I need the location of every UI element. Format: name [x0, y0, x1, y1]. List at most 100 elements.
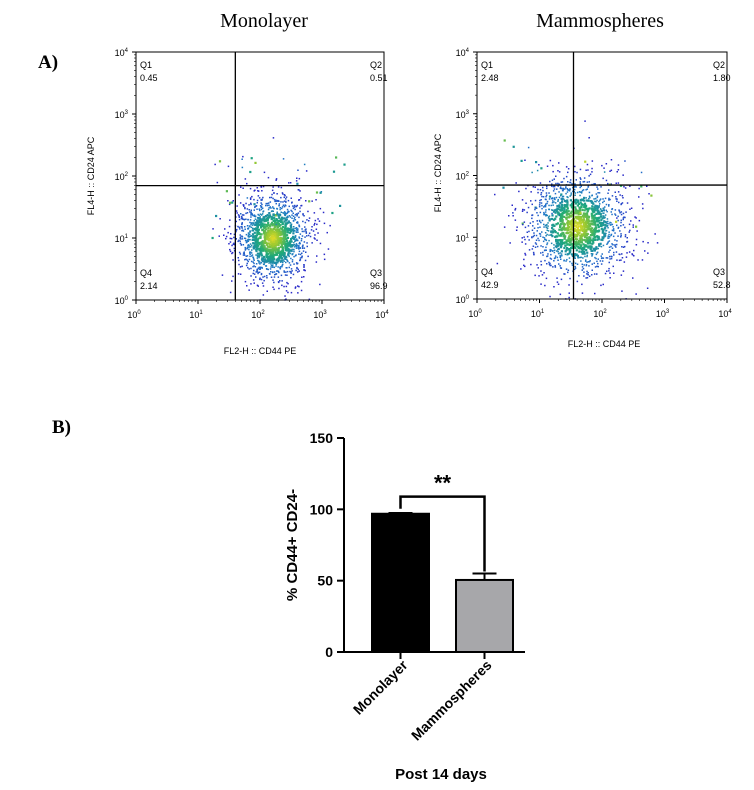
- flow-event-dot: [578, 207, 582, 211]
- flow-event-dot: [558, 191, 560, 193]
- flow-event-dot: [587, 199, 590, 202]
- flow-event-dot: [609, 170, 611, 172]
- flow-event-dot: [620, 259, 622, 261]
- flow-event-dot: [301, 235, 304, 237]
- flow-event-dot: [267, 256, 270, 259]
- flow-event-dot: [251, 249, 253, 251]
- flow-event-dot: [290, 268, 293, 270]
- flow-event-dot: [282, 236, 285, 239]
- flow-event-dot: [567, 220, 570, 223]
- flow-event-dot: [271, 235, 274, 238]
- flow-event-dot: [548, 215, 551, 217]
- flow-event-dot: [496, 262, 499, 265]
- flow-event-dot: [608, 251, 610, 253]
- flow-event-dot: [578, 250, 581, 253]
- flow-event-dot: [587, 245, 590, 248]
- flow-event-dot: [285, 267, 287, 269]
- flow-event-dot: [249, 187, 252, 190]
- flow-event-dot: [262, 211, 264, 213]
- flow-event-dot: [551, 202, 554, 204]
- flow-event-dot: [273, 253, 276, 257]
- flow-event-dot: [257, 285, 259, 287]
- flow-event-dot: [562, 225, 566, 228]
- flow-event-dot: [272, 252, 275, 256]
- flow-event-dot: [586, 232, 589, 236]
- flow-event-dot: [231, 244, 233, 247]
- flow-event-dot: [270, 264, 273, 267]
- flow-event-dot: [276, 261, 279, 264]
- flow-event-dot: [262, 285, 265, 287]
- flow-event-dot: [612, 235, 615, 238]
- flow-event-dot: [562, 210, 566, 213]
- flow-event-dot: [267, 226, 270, 230]
- flow-event-dot: [548, 208, 550, 211]
- flow-event-dot: [259, 247, 262, 250]
- y-tick-label: 102: [456, 172, 470, 182]
- flow-event-dot: [295, 180, 298, 182]
- flow-event-dot: [529, 222, 532, 224]
- flow-event-dot: [270, 231, 273, 234]
- flow-event-dot: [573, 188, 576, 191]
- flow-event-dot: [261, 249, 265, 252]
- flow-event-dot: [252, 256, 254, 258]
- flow-event-dot: [299, 259, 302, 261]
- flow-event-dot: [248, 289, 250, 291]
- flow-event-dot: [218, 160, 222, 163]
- flow-event-dot: [287, 253, 290, 256]
- flow-event-dot: [298, 224, 300, 226]
- flow-event-dot: [323, 253, 326, 256]
- flow-event-dot: [256, 199, 259, 202]
- flow-event-dot: [553, 178, 555, 180]
- flow-event-dot: [609, 224, 612, 226]
- flow-event-dot: [256, 208, 258, 210]
- flow-event-dot: [292, 232, 295, 235]
- flow-event-dot: [243, 205, 245, 207]
- flow-event-dot: [535, 239, 538, 241]
- flow-event-dot: [597, 226, 600, 229]
- flow-event-dot: [250, 212, 252, 215]
- flow-event-dot: [270, 236, 273, 239]
- flow-event-dot: [600, 245, 603, 248]
- flow-event-dot: [626, 237, 628, 239]
- flow-event-dot: [244, 228, 246, 230]
- flow-event-dot: [597, 188, 599, 190]
- flow-event-dot: [542, 240, 545, 243]
- flow-event-dot: [598, 244, 601, 247]
- flow-event-dot: [604, 214, 607, 216]
- flow-event-dot: [544, 238, 546, 241]
- flow-event-dot: [282, 217, 285, 220]
- flow-event-dot: [538, 205, 541, 208]
- flow-event-dot: [593, 214, 596, 217]
- flow-event-dot: [566, 247, 569, 250]
- flow-event-dot: [540, 167, 543, 170]
- flow-event-dot: [582, 234, 585, 237]
- flow-event-dot: [247, 235, 249, 238]
- flow-event-dot: [276, 221, 279, 224]
- flow-event-dot: [285, 290, 288, 292]
- flow-event-dot: [266, 236, 269, 240]
- flow-event-dot: [638, 196, 640, 198]
- flow-event-dot: [303, 230, 305, 233]
- flow-event-dot: [248, 246, 250, 249]
- flow-event-dot: [595, 193, 598, 195]
- x-tick-label: 102: [251, 310, 265, 320]
- flow-event-dot: [299, 210, 301, 213]
- flow-event-dot: [236, 228, 238, 231]
- flow-event-dot: [558, 196, 561, 199]
- flow-event-dot: [548, 192, 550, 194]
- flow-event-dot: [595, 218, 599, 221]
- flow-event-dot: [554, 257, 556, 259]
- flow-event-dot: [531, 203, 533, 206]
- flow-event-dot: [573, 240, 576, 243]
- flow-event-dot: [541, 219, 544, 222]
- flow-event-dot: [539, 182, 542, 184]
- flow-event-dot: [308, 220, 310, 222]
- flow-event-dot: [640, 171, 643, 174]
- flow-event-dot: [596, 238, 599, 241]
- flow-event-dot: [597, 211, 600, 214]
- flow-event-dot: [597, 192, 599, 194]
- flow-event-dot: [283, 260, 285, 262]
- panel-b-label: B): [52, 417, 71, 438]
- flow-event-dot: [580, 250, 583, 253]
- flow-event-dot: [260, 245, 263, 248]
